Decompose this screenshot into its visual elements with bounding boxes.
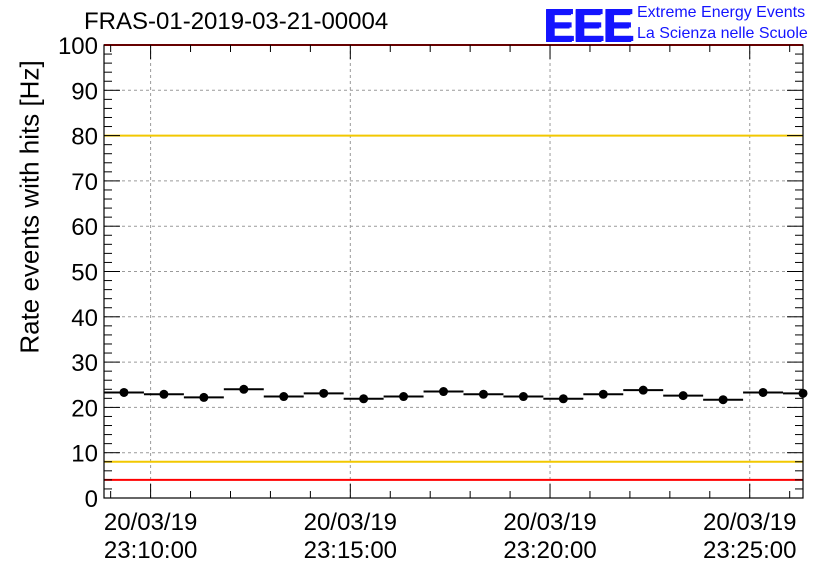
y-tick-label: 80 (71, 124, 98, 151)
x-tick-label-date: 20/03/19 (703, 509, 796, 536)
data-point (798, 388, 808, 398)
x-tick-label-date: 20/03/19 (503, 509, 596, 536)
y-axis-label: Rate events with hits [Hz] (14, 60, 45, 354)
x-tick-label-date: 20/03/19 (304, 509, 397, 536)
data-point (399, 392, 409, 402)
x-tick-label-time: 23:10:00 (104, 537, 197, 564)
y-tick-label: 50 (71, 260, 98, 287)
y-tick-label: 70 (71, 169, 98, 196)
data-point (478, 389, 488, 399)
data-point (518, 392, 528, 402)
eee-logo-mark: EEE (543, 0, 633, 51)
data-point (319, 388, 329, 398)
data-point (359, 394, 369, 404)
reference-lines (104, 44, 803, 481)
x-tick-label-date: 20/03/19 (104, 509, 197, 536)
tick-marks (104, 44, 803, 499)
y-tick-label: 10 (71, 441, 98, 468)
y-tick-label: 0 (85, 486, 98, 513)
x-tick-label-time: 23:20:00 (503, 537, 596, 564)
data-point (159, 389, 169, 399)
y-tick-label: 100 (58, 33, 98, 60)
data-point (279, 392, 289, 402)
data-points (104, 384, 808, 405)
y-tick-label: 60 (71, 214, 98, 241)
data-point (239, 384, 249, 394)
chart-title: FRAS-01-2019-03-21-00004 (84, 8, 389, 35)
y-tick-label: 20 (71, 395, 98, 422)
x-tick-label-time: 23:25:00 (703, 537, 796, 564)
tick-labels: 010203040506070809010020/03/1923:10:0020… (58, 33, 797, 564)
data-point (199, 392, 209, 402)
logo-line-2: La Scienza nelle Scuole (637, 25, 808, 42)
grid-lines (104, 45, 803, 498)
x-tick-label-time: 23:15:00 (304, 537, 397, 564)
data-point (598, 389, 608, 399)
y-tick-label: 90 (71, 78, 98, 105)
data-point (558, 394, 568, 404)
y-tick-label: 30 (71, 350, 98, 377)
data-point (439, 387, 449, 397)
data-point (638, 385, 648, 395)
logo-line-1: Extreme Energy Events (637, 4, 806, 21)
data-point (758, 387, 768, 397)
data-point (718, 395, 728, 405)
data-point (678, 391, 688, 401)
y-tick-label: 40 (71, 305, 98, 332)
data-point (119, 387, 129, 397)
eee-logo: EEE Extreme Energy Events La Scienza nel… (543, 0, 833, 51)
